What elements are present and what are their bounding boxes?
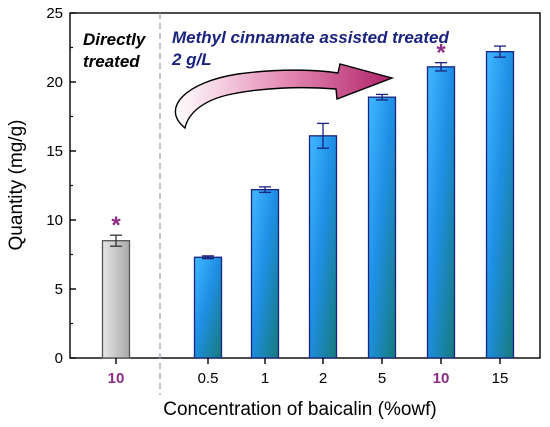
bar [485,50,515,359]
y-tick-label: 5 [55,281,63,298]
group-label-methyl-line-1: Methyl cinnamate assisted treated [172,28,449,47]
significance-marker: * [111,212,121,239]
group-label-methyl: Methyl cinnamate assisted treated 2 g/L [171,28,449,69]
y-tick-label: 0 [55,350,63,367]
x-tick-label: 1 [261,370,269,387]
x-axis: 10 0.5 1 2 5 10 15 [108,358,509,387]
trend-arrow [174,63,395,130]
bar [308,135,338,359]
y-axis: 0 5 10 15 20 25 [46,5,76,367]
significance-marker: * [436,40,446,67]
group-label-directly-line-1: Directly [83,30,147,49]
y-tick-label: 25 [46,5,63,22]
x-tick-label: 10 [433,370,450,387]
x-tick-label: 15 [492,370,509,387]
bar [193,256,223,359]
y-tick-label: 10 [46,212,63,229]
group-label-directly-line-2: treated [83,52,140,71]
bar [250,188,280,359]
bar [101,240,131,359]
y-tick-label: 15 [46,143,63,160]
group-label-directly: Directly treated [83,30,147,71]
y-tick-label: 20 [46,74,63,91]
x-tick-label: 0.5 [198,370,219,387]
bar [367,96,397,359]
x-axis-title: Concentration of baicalin (%owf) [163,399,437,420]
group-label-methyl-line-2: 2 g/L [171,50,212,69]
x-tick-label: 2 [319,370,327,387]
bar [426,66,456,359]
plot-frame [69,12,541,359]
x-tick-label: 5 [378,370,386,387]
bars-layer: ** [101,40,515,359]
y-axis-title: Quantity (mg/g) [6,120,27,251]
x-tick-label: 10 [108,370,125,387]
